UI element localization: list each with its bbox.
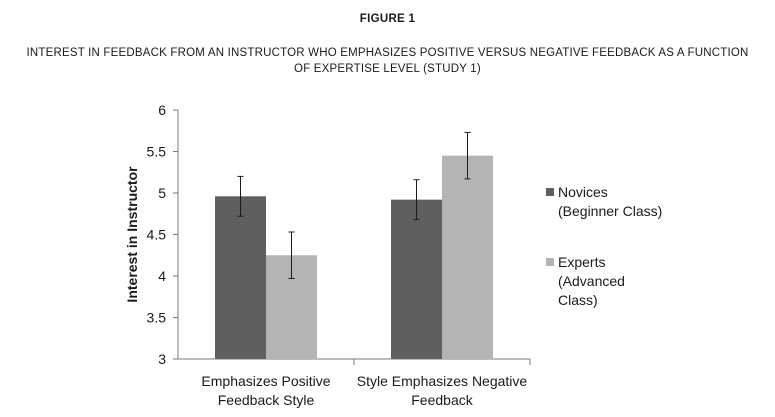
y-axis-title: Interest in Instructor — [124, 166, 140, 303]
x-category-label: Style Emphasizes Negative — [357, 373, 528, 389]
figure-title-line-2: OF EXPERTISE LEVEL (STUDY 1) — [294, 63, 481, 75]
legend-label: (Beginner Class) — [558, 203, 662, 219]
x-category-label: Feedback — [411, 392, 473, 408]
y-tick-label: 6 — [158, 102, 166, 118]
figure-title: INTEREST IN FEEDBACK FROM AN INSTRUCTOR … — [10, 45, 765, 77]
legend-label: Novices — [558, 184, 608, 200]
figure-label: FIGURE 1 — [359, 13, 416, 25]
y-tick-label: 3.5 — [147, 310, 167, 326]
x-category-label: Emphasizes Positive — [201, 373, 330, 389]
y-tick-label: 4 — [158, 268, 166, 284]
y-tick-label: 4.5 — [147, 227, 167, 243]
y-tick-label: 5.5 — [147, 144, 167, 160]
legend-label: Class) — [558, 292, 598, 308]
legend-label: Experts — [558, 254, 605, 270]
legend-swatch — [546, 188, 554, 196]
x-category-label: Feedback Style — [218, 392, 315, 408]
bar — [442, 155, 493, 359]
legend-label: (Advanced — [558, 273, 625, 289]
bar — [215, 196, 266, 359]
legend-swatch — [546, 258, 554, 266]
figure-title-line-1: INTEREST IN FEEDBACK FROM AN INSTRUCTOR … — [26, 47, 749, 59]
y-tick-label: 5 — [158, 185, 166, 201]
y-tick-label: 3 — [158, 351, 166, 367]
bar — [391, 199, 442, 359]
